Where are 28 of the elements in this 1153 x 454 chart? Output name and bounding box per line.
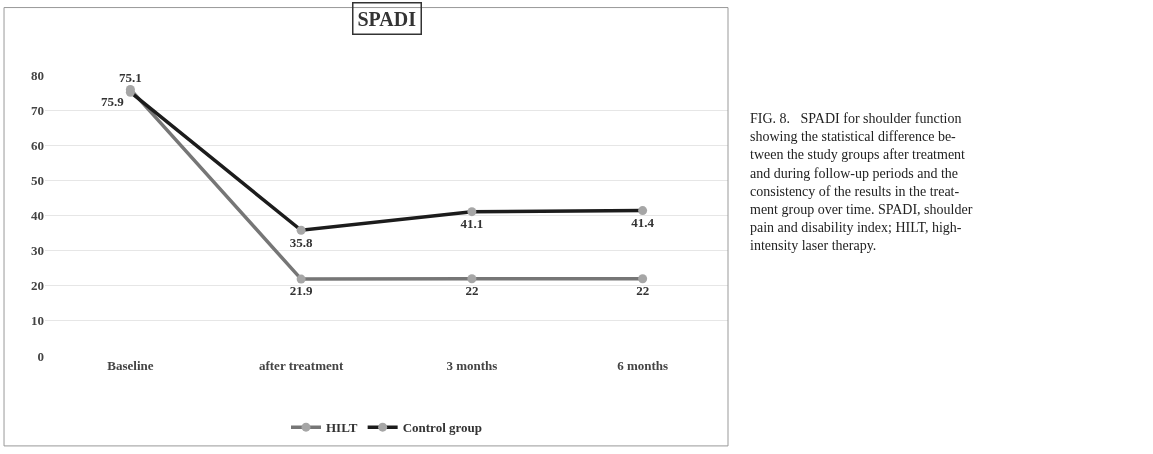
data-label: 75.9 [101,93,125,109]
data-label: 75.1 [119,70,142,86]
y-tick-label: 10 [31,313,44,329]
point [296,274,306,284]
x-tick-label: Baseline [107,358,154,373]
legend-label: Control group [402,420,482,436]
point [638,274,648,284]
data-label: 22 [636,283,650,299]
y-tick-label: 60 [31,137,44,153]
y-tick-label: 70 [31,102,44,118]
legend-label: HILT [326,420,358,436]
y-tick-label: 0 [37,348,44,364]
data-label: 41.1 [460,216,484,232]
y-tick-label: 80 [31,67,44,83]
data-label: 21.9 [289,283,314,299]
x-tick-label: after treatment [258,358,344,373]
caption: FIG. 8. SPADI for shoulder function showing the statistical difference be- tween the study groups after treatment and during follow-up periods and the consistency of the results in the treat- ment group over time. SPADI, shoulder pain and disability index; HILT, high- intensity laser therapy. [750,111,973,254]
y-tick-label: 40 [31,208,44,224]
point [467,274,477,284]
y-tick-label: 50 [31,172,44,188]
x-tick-label: 3 months [446,358,498,373]
data-label: 41.4 [631,214,655,230]
y-tick-label: 20 [31,278,44,294]
chart-title: SPADI [357,7,417,30]
data-label: 22 [465,283,479,299]
y-tick-label: 30 [31,243,44,259]
data-label: 35.8 [289,234,314,250]
x-tick-label: 6 months [617,358,669,373]
